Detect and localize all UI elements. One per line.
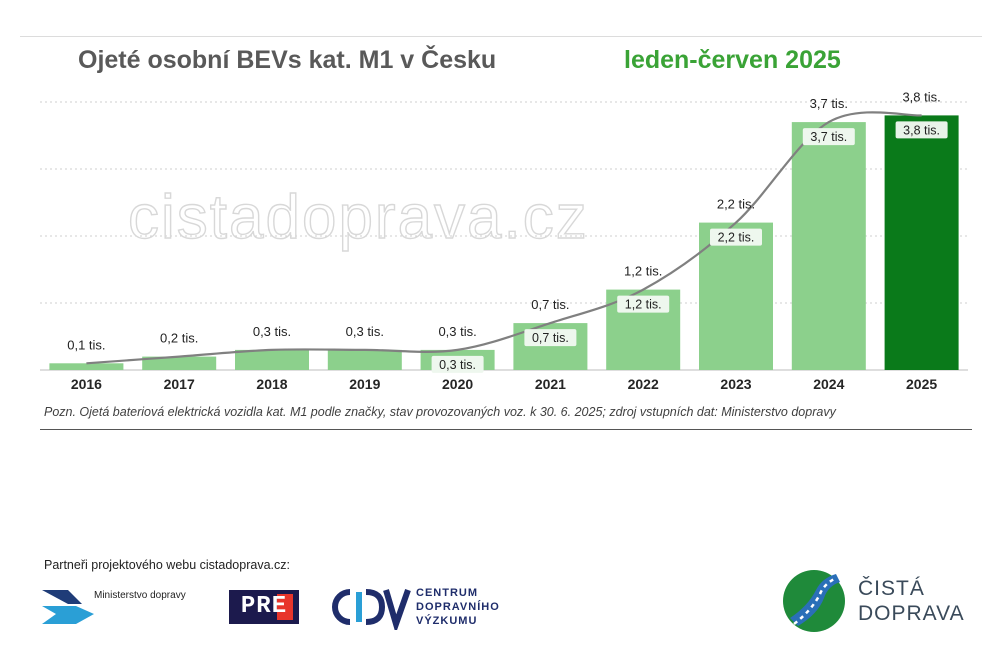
cista-doprava-logo[interactable]: ČISTÁ DOPRAVA	[778, 566, 974, 636]
pre-accent-shape	[277, 594, 293, 620]
data-label-2017: 0,2 tis.	[160, 331, 198, 346]
data-label-2023: 2,2 tis.	[717, 197, 755, 212]
x-tick-2022: 2022	[628, 376, 659, 392]
inner-data-label-2022: 1,2 tis.	[625, 298, 662, 312]
x-tick-2019: 2019	[349, 376, 380, 392]
pre-logo-text: PRE	[240, 593, 288, 620]
bar-2025	[884, 115, 959, 371]
bar-2018	[235, 349, 309, 370]
x-tick-2024: 2024	[813, 376, 844, 392]
watermark: cistadoprava.cz	[128, 183, 589, 252]
x-tick-2018: 2018	[256, 376, 287, 392]
trend-line	[86, 111, 922, 365]
inner-data-label-2020: 0,3 tis.	[439, 358, 476, 372]
inner-data-label-2023: 2,2 tis.	[718, 231, 755, 245]
data-label-2018: 0,3 tis.	[253, 324, 291, 339]
inner-data-label-2025: 3,8 tis.	[903, 123, 940, 137]
cdv-logo-text: CENTRUM DOPRAVNÍHO VÝZKUMU	[416, 587, 500, 627]
partners-label: Partneři projektového webu cistadoprava.…	[44, 558, 290, 572]
data-label-2021: 0,7 tis.	[531, 297, 569, 312]
data-labels: 0,1 tis. 0,2 tis. 0,3 tis. 0,3 tis. 0,3 tis.…	[67, 89, 948, 373]
x-tick-2016: 2016	[71, 376, 102, 392]
chart-note: Pozn. Ojetá bateriová elektrická vozidla…	[44, 405, 836, 419]
x-tick-2021: 2021	[535, 376, 566, 392]
inner-label-bg-2021	[524, 329, 577, 347]
inner-label-bg-2020	[431, 355, 484, 373]
pre-logo[interactable]: PRE	[229, 590, 299, 624]
data-label-2016: 0,1 tis.	[67, 337, 105, 352]
data-label-2020: 0,3 tis.	[438, 324, 476, 339]
x-tick-2023: 2023	[720, 376, 751, 392]
cdv-logo[interactable]: CENTRUM DOPRAVNÍHO VÝZKUMU	[328, 584, 518, 634]
data-label-2022: 1,2 tis.	[624, 264, 662, 279]
chart-title: Ojeté osobní BEVs kat. M1 v Česku	[78, 46, 497, 74]
x-axis-tick-labels: 2016 2017 2018 2019 2020 2021 2022 2023 2024 2025	[71, 376, 938, 392]
bar-2017	[142, 356, 217, 370]
data-label-2025: 3,8 tis.	[902, 89, 940, 104]
bar-2024	[791, 122, 866, 370]
data-label-2024: 3,7 tis.	[810, 96, 848, 111]
cista-doprava-text: ČISTÁ DOPRAVA	[858, 577, 965, 625]
chart-period: leden-červen 2025	[624, 46, 841, 74]
x-tick-2017: 2017	[164, 376, 195, 392]
x-tick-2025: 2025	[906, 376, 937, 392]
cdv-emblem-icon	[332, 589, 411, 634]
top-divider	[20, 36, 982, 37]
trend-curve	[86, 111, 922, 365]
x-tick-2020: 2020	[442, 376, 473, 392]
ministerstvo-dopravy-logo[interactable]: Ministerstvo dopravy	[42, 584, 212, 628]
bar-2019	[327, 349, 402, 370]
bar-2023	[699, 222, 773, 370]
bar-2016	[49, 363, 124, 370]
ministerstvo-dopravy-text: Ministerstvo dopravy	[94, 590, 186, 601]
inner-label-bg-2023	[710, 228, 762, 246]
bar-chart: 0,1 tis. 0,2 tis. 0,3 tis. 0,3 tis. 0,3 tis.…	[40, 89, 968, 392]
data-label-2019: 0,3 tis.	[346, 324, 384, 339]
inner-label-bg-2024	[802, 128, 855, 146]
inner-data-label-2021: 0,7 tis.	[532, 331, 569, 345]
note-divider	[40, 429, 972, 430]
inner-label-bg-2022	[617, 295, 670, 313]
inner-data-label-2024: 3,7 tis.	[810, 130, 847, 144]
ministerstvo-dopravy-emblem-icon	[42, 590, 94, 624]
inner-label-bg-2025	[895, 121, 948, 139]
cista-doprava-emblem-icon	[783, 570, 845, 632]
